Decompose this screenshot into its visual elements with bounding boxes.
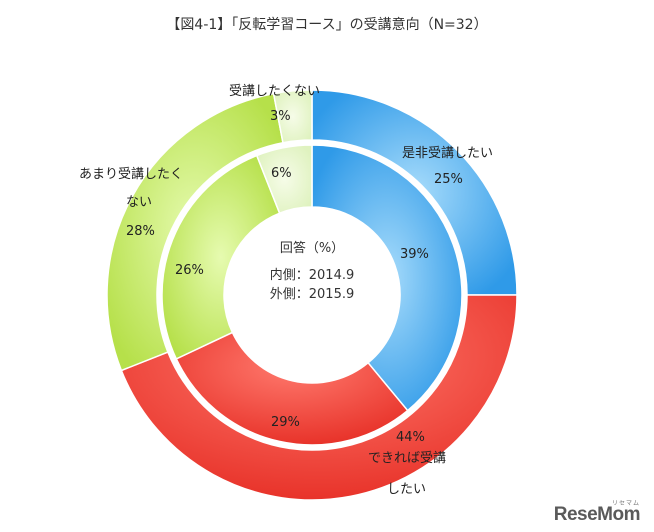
- logo-kana: リセマム: [611, 501, 640, 507]
- logo-text: ReseMom: [553, 504, 641, 525]
- outer-value-amari: 28%: [126, 224, 155, 239]
- category-label-amari-2: ない: [126, 195, 152, 210]
- chart-title: 【図4-1】「反転学習コース」の受講意向（N=32）: [166, 17, 488, 33]
- center-title: 回答（%）: [280, 240, 344, 256]
- inner-value-amari: 26%: [175, 263, 204, 278]
- category-label-shitakunai: 受講したくない: [229, 83, 320, 99]
- inner-ring: [157, 140, 467, 450]
- category-label-dekireba-2: したい: [387, 482, 426, 497]
- outer-value-dekireba: 44%: [396, 430, 425, 445]
- center-line-outer: 外側：2015.9: [270, 287, 355, 302]
- outer-value-shitakunai: 3%: [270, 109, 291, 124]
- inner-slice-dekireba: [175, 331, 409, 446]
- outer-ring: [106, 89, 518, 501]
- center-line-inner: 内側：2014.9: [270, 267, 355, 283]
- outer-slice-dekireba: [120, 294, 518, 501]
- inner-slice-shitakunai: [255, 144, 313, 215]
- outer-slice-shitakunai: [272, 89, 313, 144]
- chart-labels: 回答（%） 内側：2014.9 外側：2015.9 是非受講したい できれば受講…: [79, 83, 493, 497]
- ring-separator: [157, 140, 467, 450]
- category-label-dekireba-1: できれば受講: [368, 450, 446, 466]
- inner-value-shitakunai: 6%: [271, 166, 292, 181]
- inner-value-dekireba: 29%: [271, 415, 300, 430]
- inner-slice-zehi: [311, 144, 463, 412]
- inner-value-zehi: 39%: [400, 247, 429, 262]
- inner-slice-amari: [161, 154, 281, 360]
- outer-value-zehi: 25%: [434, 172, 463, 187]
- category-label-amari-1: あまり受講したく: [79, 166, 183, 182]
- category-label-zehi: 是非受講したい: [402, 145, 493, 161]
- resemom-logo: ReseMom リセマム: [553, 501, 641, 526]
